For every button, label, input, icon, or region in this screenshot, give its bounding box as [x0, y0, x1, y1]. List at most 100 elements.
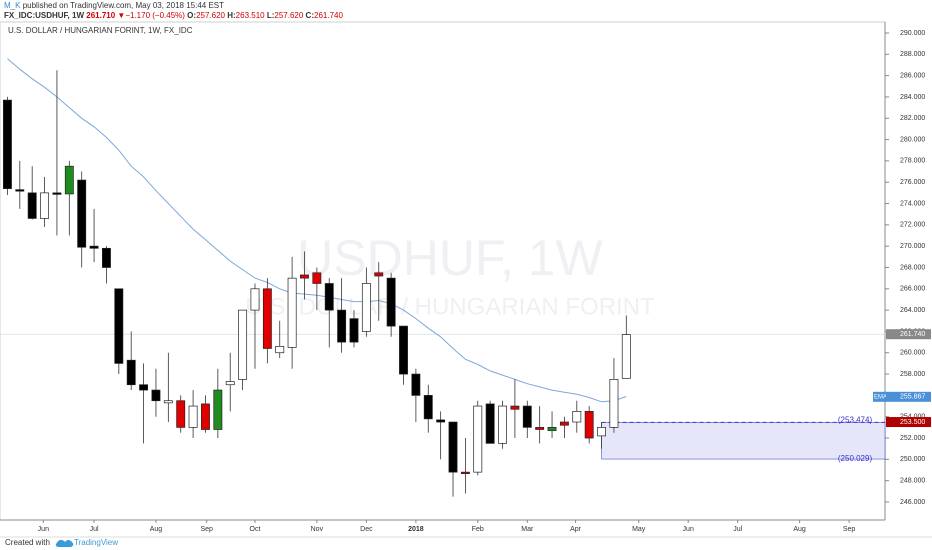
candle-body: [163, 400, 173, 404]
candle-body: [324, 283, 334, 311]
author: M_K published on TradingView.com, May 03…: [4, 1, 224, 10]
last-marker-label: 253.500: [900, 419, 925, 426]
h: 263.510: [236, 11, 265, 20]
y-tick-label: 260.000: [900, 350, 925, 357]
footer-brand: TradingView: [74, 538, 118, 547]
watermark-sub: U.S. DOLLAR / HUNGARIAN FORINT: [245, 293, 655, 320]
candle-body: [40, 192, 49, 219]
zone-top-label: (253.474): [838, 415, 873, 424]
x-tick-label: Jul: [733, 526, 742, 533]
h-label: H:: [227, 11, 235, 20]
c-label: C:: [306, 11, 314, 20]
candle-body: [547, 427, 557, 431]
candle-body: [572, 411, 582, 423]
candle-body: [423, 395, 433, 420]
x-tick-label: Feb: [472, 526, 484, 533]
y-tick-label: 268.000: [900, 264, 925, 271]
y-tick-label: 282.000: [900, 115, 925, 122]
y-tick-label: 274.000: [900, 200, 925, 207]
y-tick-label: 278.000: [900, 158, 925, 165]
candle-body: [275, 346, 285, 354]
change: −1.170 (−0.45%): [125, 11, 185, 20]
price-marker-box: [886, 329, 931, 340]
watermark: USDHUF, 1W: [297, 230, 603, 286]
candle-body: [287, 277, 297, 348]
y-tick-label: 286.000: [900, 72, 925, 79]
candle-body: [77, 179, 87, 248]
x-tick-label: Apr: [570, 526, 582, 533]
candle-body: [139, 384, 149, 391]
candle-body: [436, 419, 446, 423]
y-tick-label: 272.000: [900, 222, 925, 229]
y-tick-label: 290.000: [900, 30, 925, 37]
o: 257.620: [196, 11, 225, 20]
candle-body: [250, 288, 260, 311]
ohlc-line: FX_IDC:USDHUF, 1W 261.710 ▼−1.170 (−0.45…: [4, 11, 343, 20]
x-tick-label: Nov: [311, 526, 324, 533]
candle-body: [349, 318, 359, 343]
candle-body: [52, 192, 62, 195]
x-tick-label: Aug: [793, 526, 806, 533]
zone-box: [601, 422, 886, 460]
l-label: L:: [267, 11, 275, 20]
candle-body: [510, 405, 520, 410]
y-tick-label: 270.000: [900, 243, 925, 250]
symbol: FX_IDC:USDHUF, 1W: [4, 11, 84, 20]
candle-body: [399, 325, 408, 375]
x-tick-label: Jun: [683, 526, 694, 533]
l: 257.620: [274, 11, 303, 20]
candle-body: [460, 471, 470, 474]
x-tick-label: Jul: [90, 526, 99, 533]
candle-body: [27, 192, 37, 219]
candle-body: [522, 405, 532, 428]
x-tick-label: Dec: [360, 526, 373, 533]
y-tick-label: 266.000: [900, 286, 925, 293]
price-marker-label: 261.740: [900, 331, 925, 338]
candle-body: [114, 288, 124, 364]
c: 261.740: [314, 11, 343, 20]
ema-marker-box: [886, 391, 931, 402]
candle-body: [609, 379, 619, 428]
y-tick-label: 246.000: [900, 499, 925, 506]
candle-body: [238, 309, 248, 380]
x-tick-label: Oct: [250, 526, 261, 533]
y-tick-label: 280.000: [900, 136, 925, 143]
candle-body: [473, 405, 483, 473]
chart-title: U.S. DOLLAR / HUNGARIAN FORINT, 1W, FX_I…: [8, 26, 193, 35]
candle-body: [535, 427, 545, 430]
candle-body: [621, 334, 631, 379]
candle-body: [89, 245, 99, 249]
y-tick-label: 258.000: [900, 371, 925, 378]
candle-body: [597, 427, 606, 437]
y-tick-label: 248.000: [900, 478, 925, 485]
candle-body: [559, 421, 569, 426]
arrow: ▼: [117, 11, 125, 20]
x-tick-label: 2018: [408, 526, 424, 533]
published: published on TradingView.com, May 03, 20…: [23, 1, 224, 10]
x-tick-label: Sep: [200, 526, 213, 533]
candle-body: [176, 400, 186, 428]
y-tick-label: 252.000: [900, 435, 925, 442]
candle-body: [262, 288, 272, 349]
y-tick-label: 276.000: [900, 179, 925, 186]
candle-body: [15, 189, 25, 192]
candle-body: [448, 421, 458, 473]
zone-bottom-label: (250.029): [838, 454, 873, 463]
x-tick-label: Aug: [150, 526, 163, 533]
candle-body: [498, 405, 507, 444]
candle-body: [225, 381, 235, 386]
footer-created: Created with: [5, 538, 50, 547]
y-tick-label: 250.000: [900, 456, 925, 463]
y-tick-label: 284.000: [900, 94, 925, 101]
candle-body: [201, 403, 210, 430]
candle-body: [386, 277, 396, 327]
candle-body: [411, 373, 421, 396]
x-tick-label: Sep: [843, 526, 856, 533]
brand-logo: [55, 539, 74, 547]
candle-body: [151, 389, 161, 402]
ema-tag: [873, 391, 887, 402]
candle-body: [64, 165, 74, 195]
last-marker-box: [886, 417, 931, 428]
x-tick-label: May: [632, 526, 646, 533]
